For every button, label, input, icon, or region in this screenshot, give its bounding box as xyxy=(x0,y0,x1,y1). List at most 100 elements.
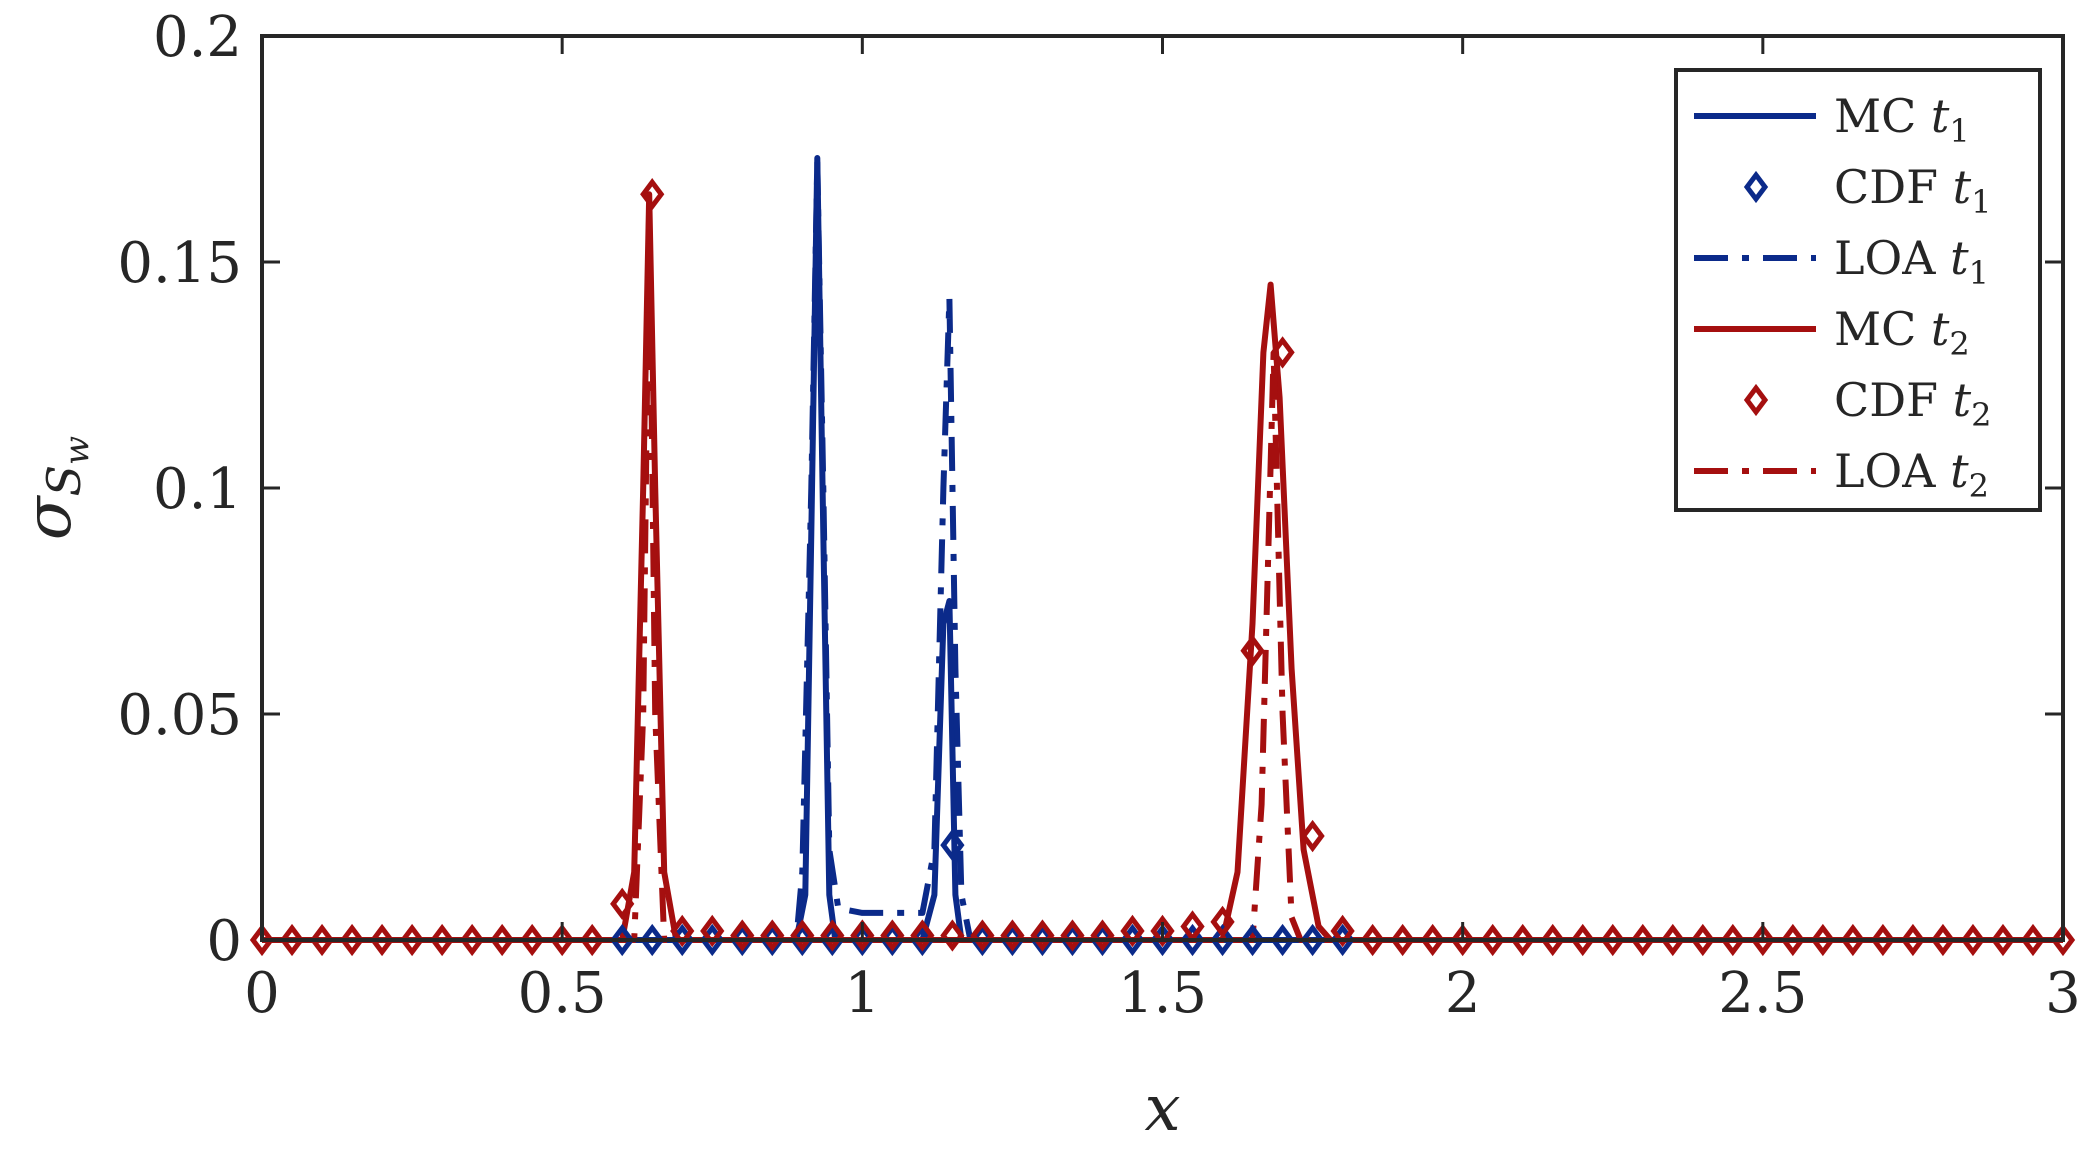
data-point-marker xyxy=(1240,923,1265,957)
legend-label-text: LOA xyxy=(1834,231,1950,285)
data-point-marker xyxy=(640,178,665,211)
legend-label-text: CDF xyxy=(1834,160,1953,214)
legend-label: MC t1 xyxy=(1834,89,1970,150)
data-point-marker xyxy=(399,923,425,957)
data-point-marker xyxy=(1300,923,1325,957)
legend-label-var: t xyxy=(1950,231,1969,285)
y-axis-label-sub: S xyxy=(37,465,91,497)
data-point-marker xyxy=(1300,819,1325,853)
legend-label-text: MC xyxy=(1834,302,1931,356)
legend-label-text: LOA xyxy=(1834,444,1950,498)
data-point-marker xyxy=(1060,919,1085,952)
legend-label-text: MC xyxy=(1834,89,1931,143)
data-point-marker xyxy=(369,923,395,957)
legend-entry: LOA t1 xyxy=(1694,231,1989,292)
data-point-marker xyxy=(1210,923,1235,957)
y-tick-label: 0.2 xyxy=(153,5,242,70)
data-point-marker xyxy=(670,914,695,948)
data-point-marker xyxy=(1600,923,1625,957)
data-point-marker xyxy=(1750,923,1775,957)
data-point-marker xyxy=(940,828,965,862)
data-point-marker xyxy=(580,923,605,957)
data-point-marker xyxy=(880,919,905,952)
data-point-marker xyxy=(910,919,935,952)
data-point-marker xyxy=(1450,923,1475,957)
legend-entry: MC t1 xyxy=(1694,89,1970,150)
data-point-marker xyxy=(1180,923,1205,957)
data-point-marker xyxy=(1480,923,1505,957)
data-point-marker xyxy=(1900,923,1926,957)
data-point-marker xyxy=(1360,923,1385,957)
data-point-marker xyxy=(1390,923,1415,957)
legend-label: CDF t1 xyxy=(1834,160,1991,221)
data-point-marker xyxy=(850,919,875,952)
data-point-marker xyxy=(550,923,575,957)
y-tick-label: 0 xyxy=(206,909,242,974)
data-point-marker xyxy=(309,923,335,957)
data-point-marker xyxy=(790,919,815,952)
x-tick-label: 2.5 xyxy=(1718,961,1807,1026)
data-point-marker xyxy=(1870,923,1896,957)
y-tick-label: 0.05 xyxy=(117,683,242,748)
data-point-marker xyxy=(640,923,665,957)
legend-box xyxy=(1674,68,2042,512)
legend-label: MC t2 xyxy=(1834,302,1970,363)
data-point-marker xyxy=(1090,919,1115,952)
data-point-marker xyxy=(2020,923,2046,957)
data-point-marker xyxy=(1840,923,1866,957)
legend-label-var: t xyxy=(1953,373,1972,427)
data-point-marker xyxy=(459,923,485,957)
data-point-marker xyxy=(1960,923,1986,957)
y-tick-label: 0.15 xyxy=(117,231,242,296)
data-point-marker xyxy=(610,887,635,921)
y-axis-label-subsub: w xyxy=(57,436,97,465)
data-point-marker xyxy=(1570,923,1595,957)
legend-label: LOA t2 xyxy=(1834,444,1989,505)
legend-marker xyxy=(1743,383,1769,417)
legend-entry: CDF t2 xyxy=(1743,373,1991,434)
data-point-marker xyxy=(429,923,455,957)
series-2-group xyxy=(262,159,2063,943)
data-point-marker xyxy=(700,914,725,948)
data-point-marker xyxy=(1780,923,1805,957)
legend-entry: CDF t1 xyxy=(1743,160,1991,221)
data-point-marker xyxy=(1030,919,1055,952)
data-point-marker xyxy=(1150,914,1175,948)
data-point-marker xyxy=(1930,923,1956,957)
legend-label-var: t xyxy=(1931,89,1950,143)
x-tick-label: 0 xyxy=(244,961,280,1026)
y-axis-label-base: σ xyxy=(12,494,86,540)
data-point-marker xyxy=(490,923,515,957)
x-tick-label: 0.5 xyxy=(518,961,607,1026)
data-point-marker xyxy=(820,919,845,952)
y-axis: 0 0.05 0.1 0.15 0.2 xyxy=(117,5,2063,974)
data-point-marker xyxy=(1630,923,1655,957)
data-point-marker xyxy=(1720,923,1745,957)
x-tick-label: 1.5 xyxy=(1118,961,1207,1026)
data-point-marker xyxy=(1510,923,1535,957)
legend-entry: LOA t2 xyxy=(1694,444,1989,505)
data-point-marker xyxy=(1270,336,1295,369)
data-point-marker xyxy=(249,923,275,957)
legend-label-text: CDF xyxy=(1834,373,1953,427)
data-point-marker xyxy=(2050,923,2076,957)
data-point-marker xyxy=(279,923,305,957)
data-point-marker xyxy=(1990,923,2016,957)
data-point-marker xyxy=(1240,634,1265,667)
legend-label: CDF t2 xyxy=(1834,373,1991,434)
data-point-marker xyxy=(970,919,995,952)
legend-label-sub: 1 xyxy=(1969,254,1989,292)
y-tick-label: 0.1 xyxy=(153,457,242,522)
data-point-marker xyxy=(1540,923,1565,957)
data-point-marker xyxy=(520,923,545,957)
data-point-marker xyxy=(730,919,755,952)
legend-label: LOA t1 xyxy=(1834,231,1989,292)
legend-label-var: t xyxy=(1953,160,1972,214)
series-3-group xyxy=(262,191,2063,943)
x-tick-label: 3 xyxy=(2045,961,2081,1026)
legend-label-sub: 1 xyxy=(1971,183,1991,221)
data-point-marker xyxy=(1210,905,1235,939)
x-axis-label: x xyxy=(1144,1072,1180,1146)
legend-label-sub: 2 xyxy=(1969,467,1989,505)
